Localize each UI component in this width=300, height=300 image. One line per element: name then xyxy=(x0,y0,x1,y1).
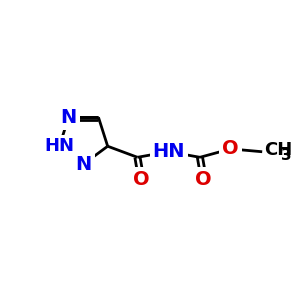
Text: O: O xyxy=(133,169,149,189)
Text: N: N xyxy=(61,108,77,127)
Text: 3: 3 xyxy=(281,148,292,163)
Text: O: O xyxy=(222,140,239,158)
Text: O: O xyxy=(195,169,212,189)
Text: N: N xyxy=(75,154,92,174)
Text: CH: CH xyxy=(264,141,292,159)
Text: HN: HN xyxy=(44,137,74,155)
Text: HN: HN xyxy=(152,142,185,161)
